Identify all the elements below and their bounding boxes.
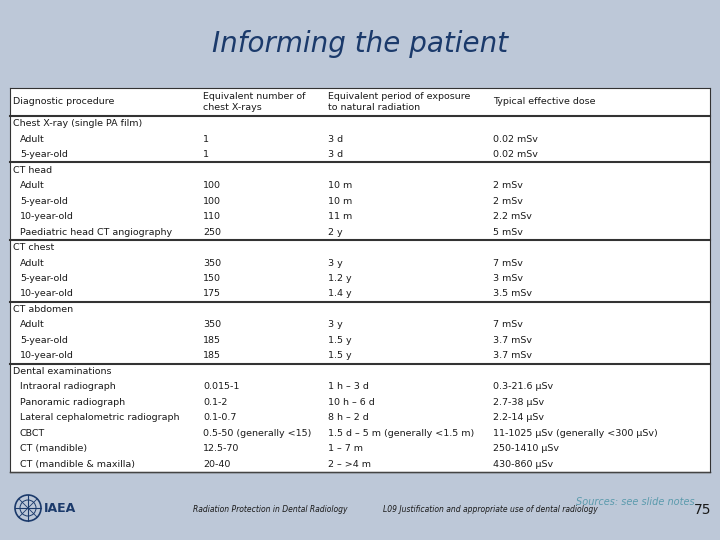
- Text: 100: 100: [203, 181, 221, 190]
- Text: 1.5 d – 5 m (generally <1.5 m): 1.5 d – 5 m (generally <1.5 m): [328, 429, 474, 438]
- Text: 185: 185: [203, 336, 221, 345]
- Text: 3.5 mSv: 3.5 mSv: [493, 289, 532, 299]
- Text: 7 mSv: 7 mSv: [493, 259, 523, 267]
- Text: 3.7 mSv: 3.7 mSv: [493, 336, 532, 345]
- Text: 3 d: 3 d: [328, 134, 343, 144]
- Text: 3 y: 3 y: [328, 320, 343, 329]
- Text: 185: 185: [203, 352, 221, 360]
- Text: Sources: see slide notes: Sources: see slide notes: [576, 497, 694, 507]
- Text: 5-year-old: 5-year-old: [20, 336, 68, 345]
- Text: 0.1-0.7: 0.1-0.7: [203, 413, 236, 422]
- Text: Adult: Adult: [20, 181, 45, 190]
- Text: 5-year-old: 5-year-old: [20, 274, 68, 283]
- Text: 11 m: 11 m: [328, 212, 352, 221]
- Text: CT (mandible): CT (mandible): [20, 444, 87, 453]
- Text: Radiation Protection in Dental Radiology: Radiation Protection in Dental Radiology: [193, 505, 347, 515]
- Text: 430-860 μSv: 430-860 μSv: [493, 460, 553, 469]
- Text: 1 – 7 m: 1 – 7 m: [328, 444, 363, 453]
- Text: 110: 110: [203, 212, 221, 221]
- Text: 350: 350: [203, 259, 221, 267]
- Text: 2.7-38 μSv: 2.7-38 μSv: [493, 398, 544, 407]
- Text: 2 mSv: 2 mSv: [493, 197, 523, 206]
- Text: 2 – >4 m: 2 – >4 m: [328, 460, 371, 469]
- Text: 12.5-70: 12.5-70: [203, 444, 239, 453]
- Text: Paediatric head CT angiography: Paediatric head CT angiography: [20, 227, 172, 237]
- Text: Adult: Adult: [20, 320, 45, 329]
- Text: Diagnostic procedure: Diagnostic procedure: [13, 98, 114, 106]
- Text: L09 Justification and appropriate use of dental radiology: L09 Justification and appropriate use of…: [382, 505, 598, 515]
- Text: 175: 175: [203, 289, 221, 299]
- Text: 7 mSv: 7 mSv: [493, 320, 523, 329]
- Text: 150: 150: [203, 274, 221, 283]
- Text: 1: 1: [203, 134, 209, 144]
- Text: 250: 250: [203, 227, 221, 237]
- Text: 10-year-old: 10-year-old: [20, 352, 74, 360]
- Text: 0.3-21.6 μSv: 0.3-21.6 μSv: [493, 382, 553, 392]
- Text: 0.5-50 (generally <15): 0.5-50 (generally <15): [203, 429, 311, 438]
- Text: CBCT: CBCT: [20, 429, 45, 438]
- Text: 100: 100: [203, 197, 221, 206]
- Text: 1.5 y: 1.5 y: [328, 336, 351, 345]
- Text: Typical effective dose: Typical effective dose: [493, 98, 595, 106]
- Text: 0.02 mSv: 0.02 mSv: [493, 150, 538, 159]
- Text: 10 m: 10 m: [328, 181, 352, 190]
- Text: CT (mandible & maxilla): CT (mandible & maxilla): [20, 460, 135, 469]
- Text: 0.1-2: 0.1-2: [203, 398, 228, 407]
- Text: CT chest: CT chest: [13, 243, 54, 252]
- Text: 1 h – 3 d: 1 h – 3 d: [328, 382, 369, 392]
- Text: 1.4 y: 1.4 y: [328, 289, 351, 299]
- Text: 0.02 mSv: 0.02 mSv: [493, 134, 538, 144]
- Text: CT abdomen: CT abdomen: [13, 305, 73, 314]
- Text: Equivalent number of
chest X-rays: Equivalent number of chest X-rays: [203, 92, 305, 112]
- Text: Intraoral radiograph: Intraoral radiograph: [20, 382, 116, 392]
- Text: 3 y: 3 y: [328, 259, 343, 267]
- Text: 11-1025 μSv (generally <300 μSv): 11-1025 μSv (generally <300 μSv): [493, 429, 658, 438]
- Text: Adult: Adult: [20, 134, 45, 144]
- Text: 5-year-old: 5-year-old: [20, 150, 68, 159]
- Text: 2 mSv: 2 mSv: [493, 181, 523, 190]
- Text: Chest X-ray (single PA film): Chest X-ray (single PA film): [13, 119, 143, 128]
- Text: Adult: Adult: [20, 259, 45, 267]
- Text: 10-year-old: 10-year-old: [20, 289, 74, 299]
- Text: 10-year-old: 10-year-old: [20, 212, 74, 221]
- Text: 1.2 y: 1.2 y: [328, 274, 351, 283]
- Text: 0.015-1: 0.015-1: [203, 382, 239, 392]
- Text: Informing the patient: Informing the patient: [212, 30, 508, 58]
- Text: 250-1410 μSv: 250-1410 μSv: [493, 444, 559, 453]
- Text: Dental examinations: Dental examinations: [13, 367, 112, 376]
- Text: 10 m: 10 m: [328, 197, 352, 206]
- Text: 8 h – 2 d: 8 h – 2 d: [328, 413, 369, 422]
- Text: 5-year-old: 5-year-old: [20, 197, 68, 206]
- Text: 5 mSv: 5 mSv: [493, 227, 523, 237]
- Text: Equivalent period of exposure
to natural radiation: Equivalent period of exposure to natural…: [328, 92, 470, 112]
- Text: 75: 75: [694, 503, 712, 517]
- Text: IAEA: IAEA: [44, 502, 76, 515]
- Text: 350: 350: [203, 320, 221, 329]
- Text: CT head: CT head: [13, 166, 52, 174]
- Text: Lateral cephalometric radiograph: Lateral cephalometric radiograph: [20, 413, 179, 422]
- Text: 2.2-14 μSv: 2.2-14 μSv: [493, 413, 544, 422]
- Text: 3 d: 3 d: [328, 150, 343, 159]
- Text: 2.2 mSv: 2.2 mSv: [493, 212, 532, 221]
- Bar: [10, 88, 710, 472]
- Text: 3 mSv: 3 mSv: [493, 274, 523, 283]
- Text: 10 h – 6 d: 10 h – 6 d: [328, 398, 374, 407]
- Text: 1.5 y: 1.5 y: [328, 352, 351, 360]
- Text: 3.7 mSv: 3.7 mSv: [493, 352, 532, 360]
- Text: 1: 1: [203, 150, 209, 159]
- Text: 2 y: 2 y: [328, 227, 343, 237]
- Text: 20-40: 20-40: [203, 460, 230, 469]
- Text: Panoramic radiograph: Panoramic radiograph: [20, 398, 125, 407]
